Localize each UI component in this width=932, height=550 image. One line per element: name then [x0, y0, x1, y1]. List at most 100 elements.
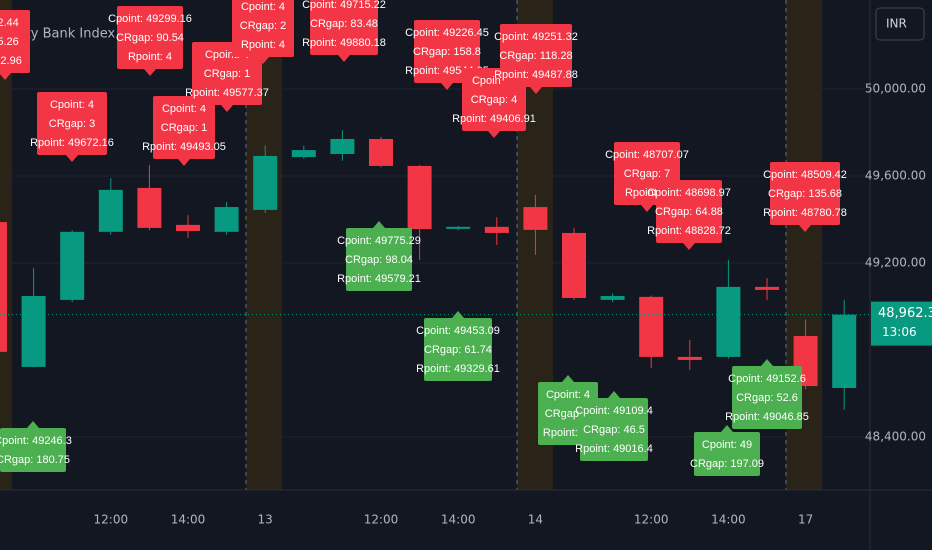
signal-label: Cpoint: 48509.42 CRgap: 135.68 Rpoint: 487… [763, 162, 847, 232]
x-tick-label: 14:00 [171, 513, 206, 527]
signal-text: Rpoint: 49329.61 [416, 363, 500, 375]
y-tick-label: 48,400.00 [865, 429, 926, 443]
last-price-box [871, 301, 932, 346]
candle-body [98, 189, 123, 232]
signal-text: CRgap: 1 [204, 68, 250, 80]
signal-label: Cpoint: 49246.3 CRgap: 180.75 [0, 421, 72, 472]
signal-pointer [221, 105, 233, 112]
y-tick-label: 49,600.00 [865, 168, 926, 182]
signal-pointer [608, 391, 620, 398]
signal-label: 02.44 05.26 012.96 [0, 10, 30, 80]
signal-box [37, 92, 107, 155]
signal-box [694, 432, 760, 476]
candle-body [446, 226, 471, 229]
signal-box [580, 398, 648, 461]
signal-pointer [257, 57, 269, 64]
signal-text: Cpoint: 49715.22 [302, 0, 386, 11]
signal-text: CRgap: 7 [624, 168, 670, 180]
signal-text: Cpoint: 4 [162, 103, 206, 115]
signal-text: Rpoint: 49406.91 [452, 113, 536, 125]
currency-box[interactable] [875, 7, 925, 41]
signal-text: 012.96 [0, 55, 22, 67]
x-tick-label: 14:00 [711, 513, 746, 527]
candle-body [677, 356, 702, 360]
signal-text: Cpoint: 49226.45 [405, 27, 489, 39]
signal-text: CRgap: 2 [240, 20, 286, 32]
signal-box [732, 366, 802, 429]
signal-text: Cpoint: 48707.07 [605, 149, 689, 161]
signal-pointer [488, 131, 500, 138]
x-tick-label: 14 [528, 513, 543, 527]
candle-body [562, 232, 586, 298]
signal-text: Cpoint: 4 [546, 389, 590, 401]
signal-text: Rpoint: 49880.18 [302, 37, 386, 49]
candle-body [639, 296, 664, 357]
signal-text: Rpoint: 48780.78 [763, 207, 847, 219]
candle-body [60, 231, 85, 300]
candle-body [176, 224, 200, 231]
signal-text: CRgap: 46.5 [583, 424, 645, 436]
signal-text: Rpoint: 49672.16 [30, 137, 114, 149]
signal-label: Cpoint: 4 CRgap: 1 Rpoint: 49493.05 [142, 96, 226, 166]
candle-body [600, 296, 625, 300]
x-tick-label: 12:00 [94, 513, 129, 527]
signal-text: Rpoint: 49016.4 [575, 443, 653, 455]
signal-pointer [683, 243, 695, 250]
signal-text: CRgap: 135.68 [768, 188, 842, 200]
x-tick-label: 17 [798, 513, 813, 527]
countdown: 13:06 [882, 325, 917, 339]
signal-text: Cpoint: 48698.97 [647, 187, 731, 199]
signal-text: CRgap: 90.54 [116, 32, 184, 44]
candle-body [0, 222, 7, 352]
last-price-label: 48,962.35 [878, 306, 932, 321]
signal-box [310, 0, 378, 55]
signal-box [0, 10, 30, 73]
signal-pointer [530, 87, 542, 94]
signal-text: 05.26 [0, 36, 19, 48]
x-tick-label: 13 [258, 513, 273, 527]
signal-pointer [761, 359, 773, 366]
signal-pointer [178, 159, 190, 166]
signal-pointer [66, 155, 78, 162]
y-tick-label: 50,000.00 [865, 81, 926, 95]
signal-pointer [799, 225, 811, 232]
signal-text: CRgap: 4 [471, 94, 517, 106]
signal-text: CRgap: 83.48 [310, 18, 378, 30]
signal-text: Cpoint: 49299.16 [108, 13, 192, 25]
signal-box [0, 428, 66, 472]
signal-text: CRgap: 197.09 [690, 458, 764, 470]
signal-text: CRgap: 118.28 [499, 50, 572, 62]
signal-text: CRgap: 52.6 [736, 392, 798, 404]
signal-box [414, 20, 480, 83]
signal-box [656, 180, 722, 243]
signal-text: CRgap: 180.75 [0, 454, 70, 466]
candle-body [253, 155, 278, 210]
signal-pointer [641, 205, 653, 212]
signal-pointer [562, 375, 574, 382]
signal-text: Cpoint: 4 [241, 1, 285, 13]
signal-box [500, 24, 572, 87]
y-tick-label: 49,200.00 [865, 255, 926, 269]
signal-text: Cpoint: 49109.4 [575, 405, 653, 417]
signal-text: Rpoint: 4 [128, 51, 172, 63]
signal-label: Cpoint: 4 CRgap: 2 Rpoint: 4 [232, 0, 294, 64]
signal-text: CRgap: 1 [161, 122, 207, 134]
legend-title: Nifty Bank Index [8, 27, 115, 42]
signal-box [424, 318, 492, 381]
signal-box [346, 228, 412, 291]
signal-pointer [27, 421, 39, 428]
candle-body [21, 296, 46, 367]
candle-body [407, 165, 432, 230]
signal-text: CRgap: 61.74 [424, 344, 492, 356]
signal-label: Cpoint: 4 CRgap: 3 Rpoint: 49672.16 [30, 92, 114, 162]
signal-text: Rpoint: 49579.21 [337, 273, 421, 285]
x-tick-label: 14:00 [441, 513, 476, 527]
signal-text: Cpoint: 49152.6 [728, 373, 806, 385]
currency[interactable]: INR [886, 17, 907, 31]
signal-pointer [721, 425, 733, 432]
candle-body [716, 286, 741, 357]
signal-label: Cpoint: 49109.4 CRgap: 46.5 Rpoint: 49016.… [575, 391, 653, 461]
candle-body [523, 207, 548, 230]
signal-pointer [373, 221, 385, 228]
